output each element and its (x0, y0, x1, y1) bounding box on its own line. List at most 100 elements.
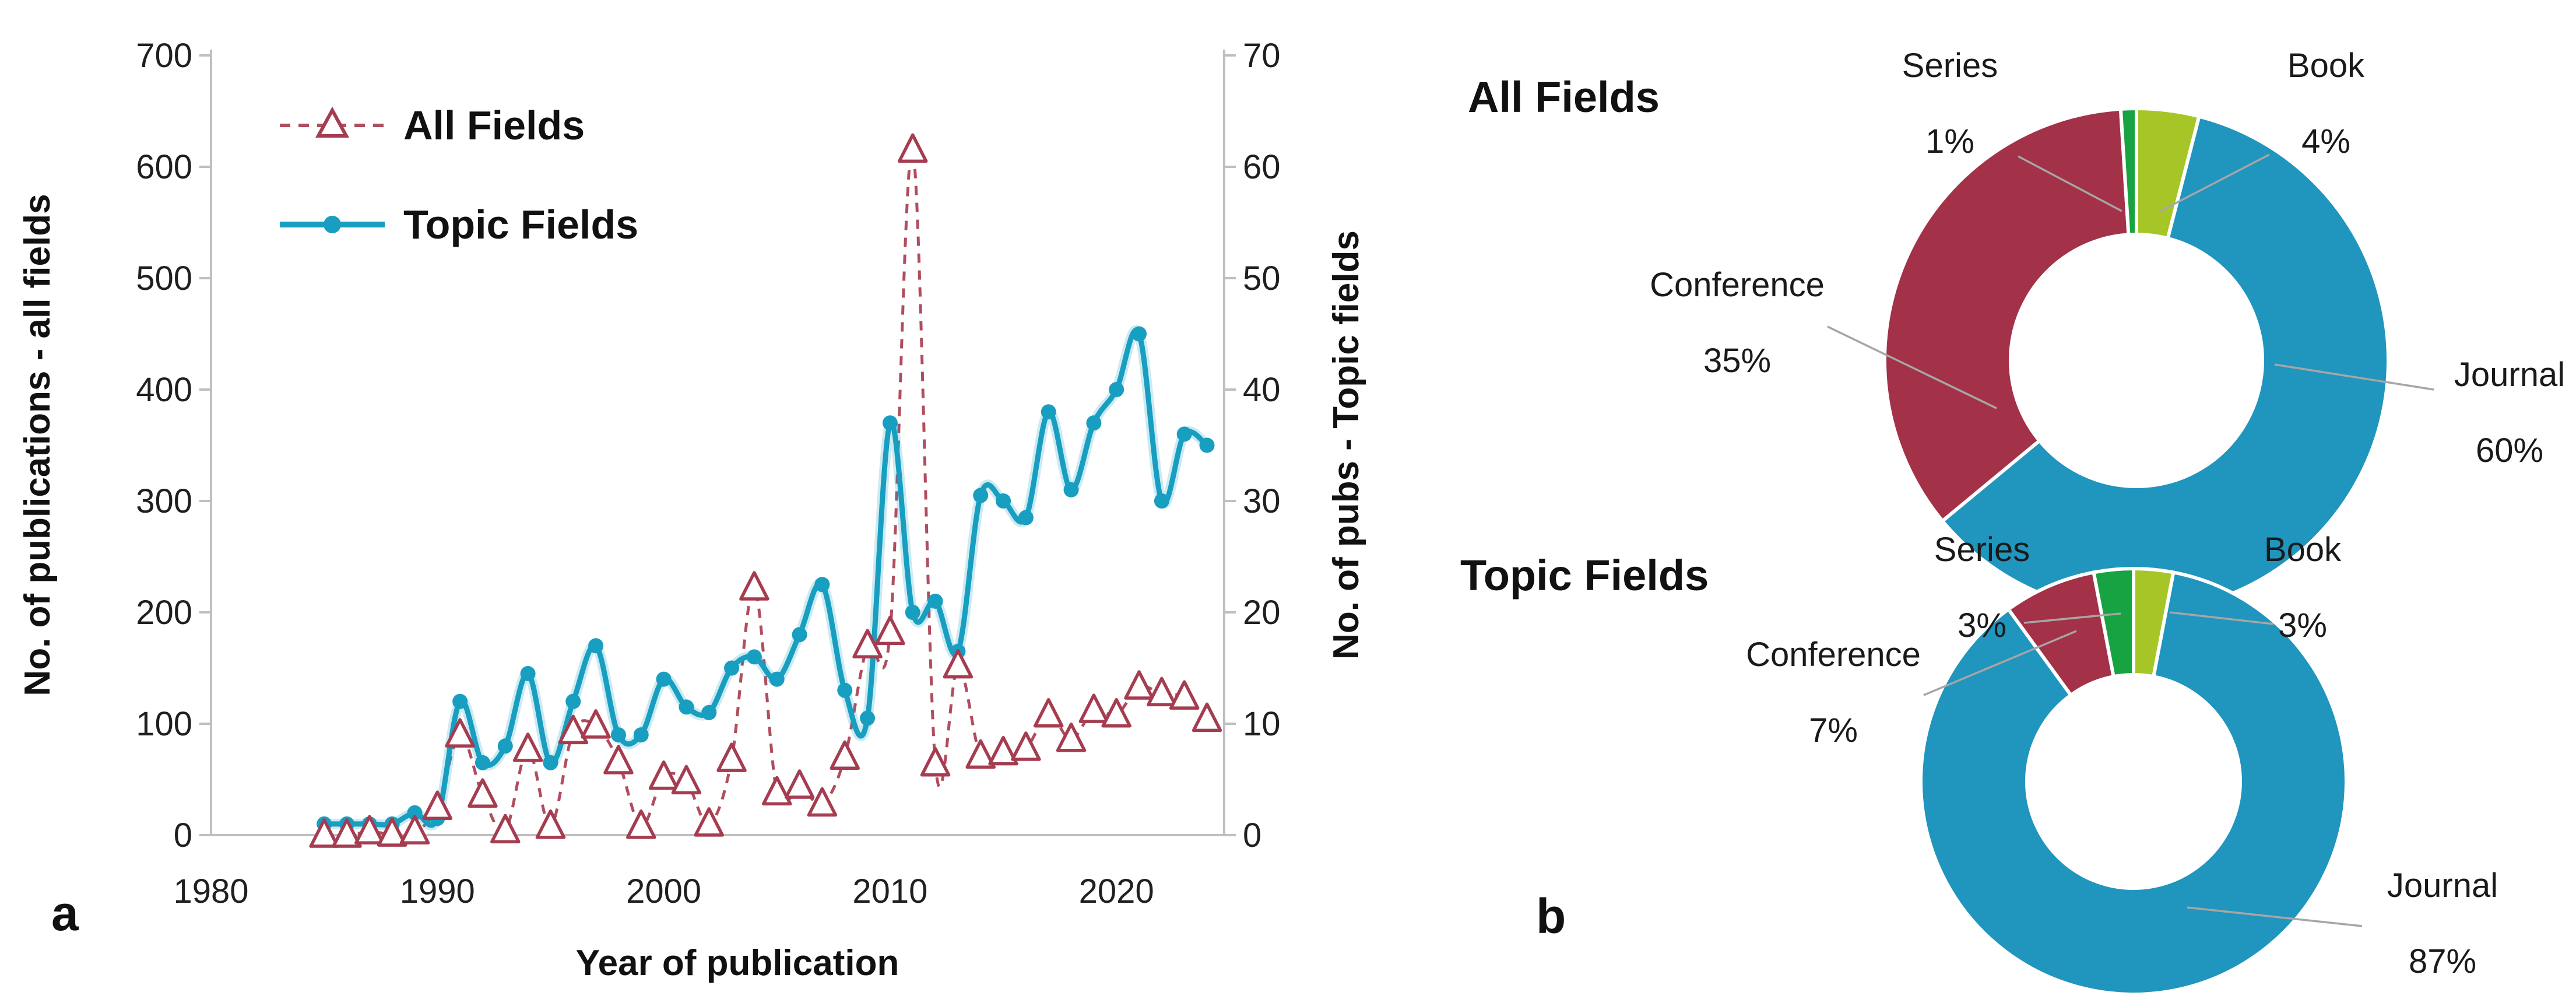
all-fields-marker (671, 765, 702, 795)
y-axis-right-tick-label: 30 (1243, 482, 1281, 520)
topic-fields-marker (497, 738, 513, 754)
topic-fields-marker (610, 727, 626, 743)
topic-fields-marker (543, 755, 558, 770)
y-axis-right-tick-label: 50 (1243, 260, 1281, 297)
donut-all-fields-leader-journal (2274, 363, 2434, 391)
topic-fields-marker (475, 755, 490, 770)
all-fields-marker (739, 571, 769, 601)
legend-all-fields-triangle-marker (315, 106, 350, 138)
all-fields-marker (490, 814, 521, 844)
topic-fields-marker (860, 710, 876, 726)
all-fields-marker (377, 817, 407, 847)
topic-fields-marker (407, 805, 423, 821)
x-axis-tick-label: 1980 (173, 872, 248, 910)
donut-all-fields-label-series: Series (1902, 47, 1998, 85)
all-fields-marker (581, 709, 611, 739)
legend-label-all-fields: All Fields (403, 103, 585, 148)
topic-fields-marker (746, 649, 762, 665)
y-axis-right-tick-label: 0 (1243, 816, 1261, 854)
all-fields-marker (399, 815, 430, 845)
donut-all-fields-leader-book (2160, 153, 2270, 212)
donut-topic-fields-leader-conference (1923, 630, 2077, 696)
donut-topic-fields-pct-book: 3% (2278, 607, 2327, 644)
x-axis-tick-label: 2000 (626, 872, 701, 910)
y-axis-left-tick-label: 700 (136, 37, 192, 75)
all-fields-marker (830, 740, 860, 770)
y-axis-left-tick-label: 500 (136, 260, 192, 297)
donut-topic-fields-slice-series (2092, 566, 2135, 679)
all-fields-marker (1033, 697, 1064, 728)
donut-all-fields-slice-conference (1883, 107, 2131, 524)
all-fields-marker (1169, 680, 1200, 710)
donut-all-fields-label-conference: Conference (1650, 266, 1825, 304)
topic-fields-marker (905, 605, 920, 620)
topic-fields-marker (837, 682, 853, 698)
all-fields-marker (1011, 731, 1041, 761)
y-axis-left-title: No. of publications - all fields (17, 194, 58, 696)
donut-all-fields-leader-series (2018, 155, 2122, 212)
donut-topic-fields-pct-series: 3% (1958, 607, 2006, 644)
topic-fields-marker (1199, 437, 1215, 453)
x-axis-tick-label: 2010 (852, 872, 927, 910)
y-axis-left-tick-label: 0 (174, 816, 192, 854)
y-axis-left-tick-label: 200 (136, 594, 192, 632)
all-fields-marker (1124, 670, 1154, 700)
topic-fields-marker (1063, 482, 1079, 497)
legend-topic-fields-circle-marker (324, 216, 341, 233)
donut-all-fields-leader-conference (1827, 325, 1997, 409)
donut-title-all-fields: All Fields (1468, 73, 1660, 121)
donut-all-fields-pct-book: 4% (2301, 122, 2350, 160)
topic-fields-marker (973, 488, 989, 503)
all-fields-marker (988, 735, 1018, 766)
all-fields-marker (943, 649, 974, 679)
donut-all-fields-pct-journal: 60% (2476, 432, 2543, 469)
all-fields-marker (807, 787, 838, 817)
all-fields-marker (920, 747, 951, 777)
donut-topic-fields-leader-series (2023, 612, 2121, 624)
y-axis-right-tick-label: 40 (1243, 371, 1281, 409)
all-fields-marker (445, 718, 475, 748)
y-axis-left-tick-label: 600 (136, 148, 192, 186)
topic-fields-marker (1041, 404, 1056, 420)
donut-all-fields-label-book: Book (2287, 47, 2365, 85)
legend-label-topic-fields: Topic Fields (403, 202, 638, 247)
donut-all-fields-slice-series (2118, 106, 2138, 237)
all-fields-marker (716, 742, 747, 772)
all-fields-marker (468, 778, 498, 808)
all-fields-marker (875, 615, 905, 646)
topic-fields-marker (792, 627, 807, 643)
topic-fields-marker (724, 660, 740, 676)
topic-fields-marker (1131, 326, 1147, 342)
topic-fields-marker (996, 493, 1011, 509)
y-axis-right-title: No. of pubs - Topic fields (1326, 230, 1366, 660)
legend-item-topic-fields: Topic Fields (280, 202, 638, 247)
topic-fields-marker (927, 593, 943, 609)
topic-fields-marker (769, 671, 785, 687)
all-fields-marker (852, 629, 883, 659)
donut-topic-fields-leader-journal (2187, 906, 2363, 927)
donut-all-fields-label-journal: Journal (2454, 356, 2565, 394)
topic-fields-marker (679, 699, 694, 715)
donut-all-fields-pct-conference: 35% (1703, 342, 1771, 380)
topic-fields-marker (701, 704, 717, 720)
y-axis-left-tick-label: 400 (136, 371, 192, 409)
topic-fields-marker (565, 693, 581, 709)
topic-fields-marker (1109, 382, 1124, 397)
all-fields-marker (535, 809, 566, 839)
donut-topic-fields-label-series: Series (1934, 531, 2030, 569)
topic-fields-marker (588, 638, 604, 654)
all-fields-marker (762, 776, 792, 806)
topic-fields-marker (633, 727, 649, 743)
donut-topic-fields-label-conference: Conference (1746, 636, 1921, 674)
all-fields-marker (332, 818, 362, 848)
all-fields-marker (1101, 697, 1131, 728)
legend: All Fields Topic Fields (280, 103, 638, 247)
topic-fields-marker (520, 666, 536, 682)
panel-a-letter: a (51, 886, 79, 941)
all-fields-marker (694, 807, 725, 837)
generated-chart-graphics: 0 100 200 300 400 500 600 700 0 10 20 30 40 50 60 70 198… (136, 37, 2565, 996)
all-fields-marker (1078, 693, 1109, 723)
all-fields-marker (1147, 676, 1177, 707)
panel-b-letter: b (1536, 889, 1566, 944)
